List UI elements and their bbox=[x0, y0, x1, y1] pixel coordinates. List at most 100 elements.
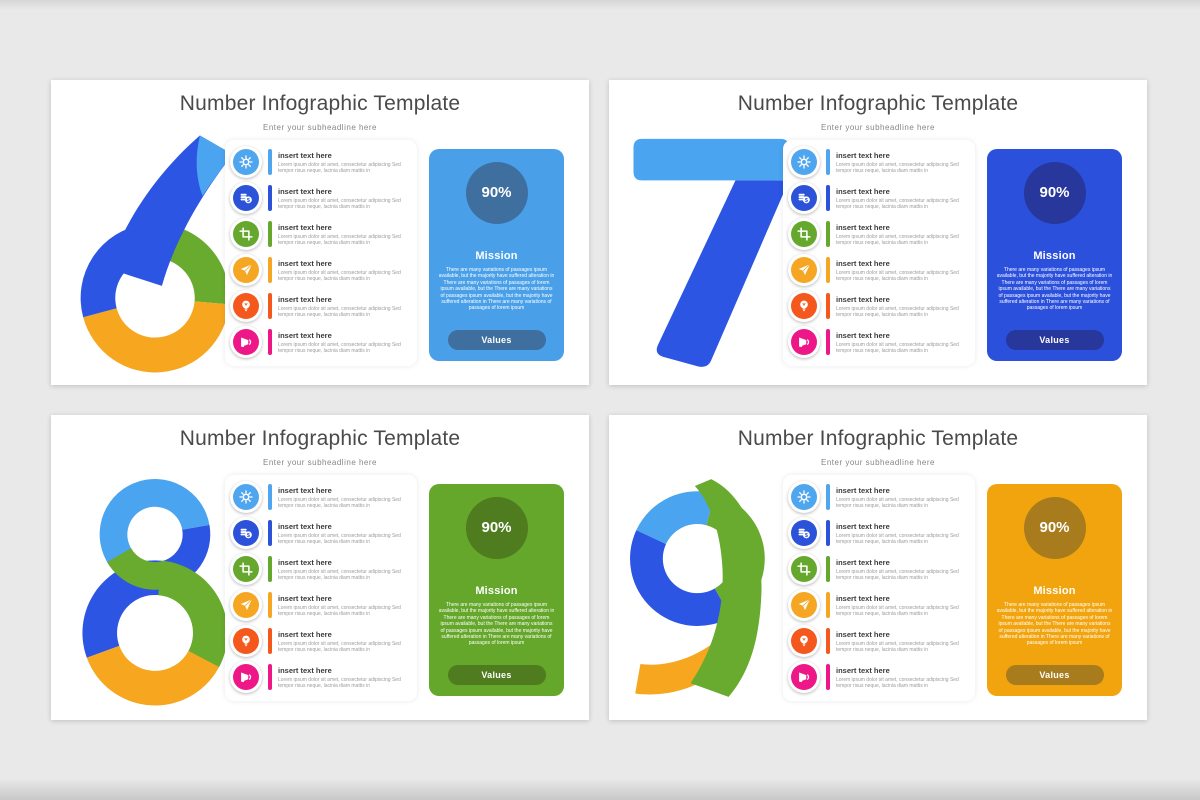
slide-subtitle: Enter your subheadline here bbox=[262, 123, 377, 132]
item-title: insert text here bbox=[278, 330, 332, 340]
icon-badge bbox=[230, 326, 262, 358]
list-item: insert text here Lorem ipsum dolor sit a… bbox=[225, 252, 417, 288]
values-button[interactable]: Values bbox=[1005, 330, 1104, 350]
item-body: Lorem ipsum dolor sit amet, consectetur … bbox=[836, 233, 959, 246]
plane-icon bbox=[240, 264, 253, 276]
values-button[interactable]: Values bbox=[447, 665, 546, 685]
item-accent-bar bbox=[826, 520, 830, 546]
item-title: insert text here bbox=[836, 629, 890, 639]
icon-badge: $ bbox=[788, 182, 820, 214]
item-title: insert text here bbox=[278, 258, 332, 268]
icon-badge bbox=[788, 553, 820, 585]
item-title: insert text here bbox=[836, 485, 890, 495]
item-body: Lorem ipsum dolor sit amet, consectetur … bbox=[836, 676, 959, 689]
icon-badge bbox=[788, 661, 820, 693]
list-item: insert text here Lorem ipsum dolor sit a… bbox=[783, 324, 975, 360]
svg-text:$: $ bbox=[247, 533, 250, 539]
mission-body: There are many variations of passages ip… bbox=[438, 602, 555, 647]
bulb-icon bbox=[800, 300, 808, 312]
item-accent-bar bbox=[268, 221, 272, 247]
item-body: Lorem ipsum dolor sit amet, consectetur … bbox=[836, 640, 959, 653]
item-title: insert text here bbox=[278, 593, 332, 603]
item-accent-bar bbox=[268, 329, 272, 355]
coins-icon: $ bbox=[240, 193, 252, 204]
item-accent-bar bbox=[268, 257, 272, 283]
feature-list: insert text here Lorem ipsum dolor sit a… bbox=[225, 140, 417, 366]
gear-icon bbox=[239, 155, 253, 169]
item-body: Lorem ipsum dolor sit amet, consectetur … bbox=[278, 568, 401, 581]
icon-badge bbox=[230, 661, 262, 693]
slide-subtitle: Enter your subheadline here bbox=[820, 458, 935, 467]
values-button[interactable]: Values bbox=[1005, 665, 1104, 685]
slide-title: Number Infographic Template bbox=[737, 92, 1019, 115]
item-title: insert text here bbox=[278, 150, 332, 160]
item-title: insert text here bbox=[836, 294, 890, 304]
list-item: $ insert text here Lorem ipsum dolor sit… bbox=[225, 515, 417, 551]
item-title: insert text here bbox=[836, 186, 890, 196]
item-accent-bar bbox=[826, 484, 830, 510]
svg-text:$: $ bbox=[805, 198, 808, 204]
item-body: Lorem ipsum dolor sit amet, consectetur … bbox=[836, 532, 959, 545]
item-accent-bar bbox=[268, 628, 272, 654]
icon-badge: $ bbox=[230, 182, 262, 214]
slide-subtitle: Enter your subheadline here bbox=[262, 458, 377, 467]
slide-title: Number Infographic Template bbox=[179, 427, 461, 450]
icon-badge bbox=[230, 553, 262, 585]
values-button[interactable]: Values bbox=[447, 330, 546, 350]
icon-badge bbox=[788, 146, 820, 178]
list-item: insert text here Lorem ipsum dolor sit a… bbox=[225, 659, 417, 695]
icon-badge: $ bbox=[230, 517, 262, 549]
slide-title: Number Infographic Template bbox=[737, 427, 1019, 450]
list-item: insert text here Lorem ipsum dolor sit a… bbox=[783, 479, 975, 515]
item-title: insert text here bbox=[836, 665, 890, 675]
coins-icon: $ bbox=[240, 528, 252, 539]
item-body: Lorem ipsum dolor sit amet, consectetur … bbox=[278, 496, 401, 509]
item-title: insert text here bbox=[278, 557, 332, 567]
mission-title: Mission bbox=[1033, 250, 1076, 262]
slide-8[interactable]: Number Infographic Template Enter your s… bbox=[51, 415, 589, 720]
mission-body: There are many variations of passages ip… bbox=[996, 602, 1113, 647]
coins-icon: $ bbox=[798, 193, 810, 204]
item-title: insert text here bbox=[278, 222, 332, 232]
list-item: insert text here Lorem ipsum dolor sit a… bbox=[783, 216, 975, 252]
item-title: insert text here bbox=[278, 186, 332, 196]
numeral-box bbox=[59, 467, 251, 709]
list-item: $ insert text here Lorem ipsum dolor sit… bbox=[783, 515, 975, 551]
item-accent-bar bbox=[826, 329, 830, 355]
numeral-box bbox=[59, 132, 251, 374]
item-accent-bar bbox=[268, 664, 272, 690]
list-item: insert text here Lorem ipsum dolor sit a… bbox=[225, 288, 417, 324]
slide-6[interactable]: Number Infographic Template Enter your s… bbox=[51, 80, 589, 385]
numeral-6 bbox=[80, 135, 233, 373]
megaphone-icon bbox=[241, 672, 252, 683]
list-item: insert text here Lorem ipsum dolor sit a… bbox=[783, 659, 975, 695]
numeral-box bbox=[617, 132, 809, 374]
list-item: insert text here Lorem ipsum dolor sit a… bbox=[225, 144, 417, 180]
percent-badge: 90% bbox=[1023, 162, 1086, 224]
mission-panel: 90% Mission There are many variations of… bbox=[987, 484, 1122, 696]
item-title: insert text here bbox=[278, 294, 332, 304]
item-title: insert text here bbox=[836, 593, 890, 603]
item-accent-bar bbox=[826, 628, 830, 654]
item-body: Lorem ipsum dolor sit amet, consectetur … bbox=[278, 676, 401, 689]
item-title: insert text here bbox=[836, 258, 890, 268]
numeral-box bbox=[617, 467, 809, 709]
icon-badge bbox=[230, 218, 262, 250]
mission-body: There are many variations of passages ip… bbox=[996, 267, 1113, 312]
feature-list: insert text here Lorem ipsum dolor sit a… bbox=[783, 140, 975, 366]
icon-badge bbox=[788, 589, 820, 621]
svg-text:$: $ bbox=[247, 198, 250, 204]
list-item: insert text here Lorem ipsum dolor sit a… bbox=[783, 144, 975, 180]
slide-9[interactable]: Number Infographic Template Enter your s… bbox=[609, 415, 1147, 720]
item-accent-bar bbox=[826, 293, 830, 319]
mission-panel: 90% Mission There are many variations of… bbox=[987, 149, 1122, 361]
item-body: Lorem ipsum dolor sit amet, consectetur … bbox=[278, 341, 401, 354]
item-body: Lorem ipsum dolor sit amet, consectetur … bbox=[836, 305, 959, 318]
plane-icon bbox=[798, 264, 811, 276]
slide-7[interactable]: Number Infographic Template Enter your s… bbox=[609, 80, 1147, 385]
crop-icon bbox=[797, 227, 811, 241]
slide-subtitle: Enter your subheadline here bbox=[820, 123, 935, 132]
megaphone-icon bbox=[241, 337, 252, 348]
list-item: insert text here Lorem ipsum dolor sit a… bbox=[225, 479, 417, 515]
list-item: insert text here Lorem ipsum dolor sit a… bbox=[225, 623, 417, 659]
